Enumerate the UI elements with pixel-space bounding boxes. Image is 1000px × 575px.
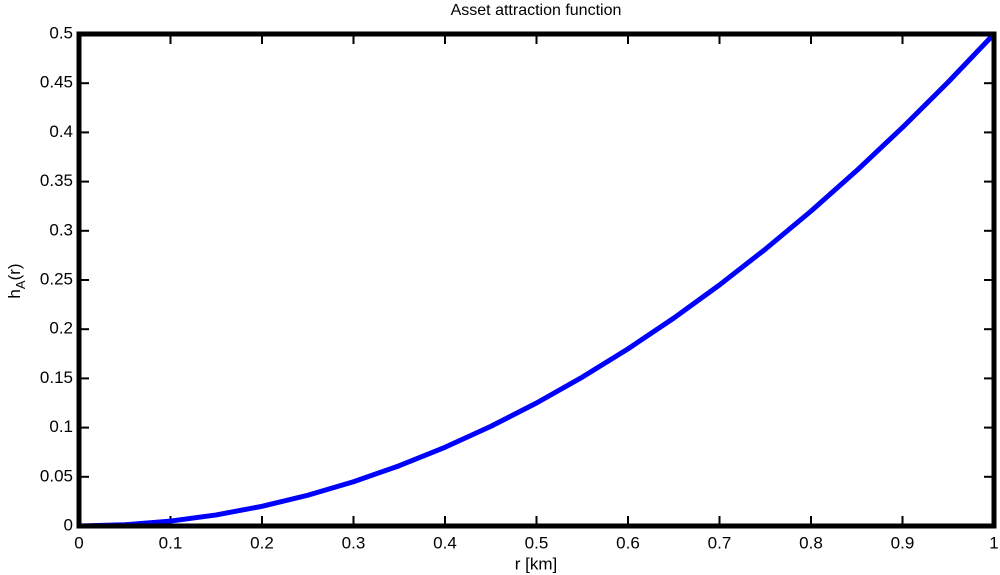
chart-title: Asset attraction function xyxy=(451,2,622,19)
y-tick-label: 0.2 xyxy=(49,319,73,338)
x-axis-label: r [km] xyxy=(515,554,558,573)
y-tick-label: 0.45 xyxy=(40,73,73,92)
x-tick-label: 0.3 xyxy=(342,533,366,552)
x-tick-label: 0 xyxy=(74,533,83,552)
y-axis-label: hA(r) xyxy=(5,263,28,298)
plot-frame xyxy=(76,31,997,529)
x-tick-label: 0.5 xyxy=(525,533,549,552)
x-tick-label: 0.4 xyxy=(433,533,457,552)
y-label-base: h xyxy=(5,289,24,298)
y-label-rest: (r) xyxy=(5,263,24,280)
data-line xyxy=(78,32,996,529)
x-tick-label: 0.1 xyxy=(159,533,183,552)
y-tick-label: 0.05 xyxy=(40,466,73,485)
y-tick-label: 0.25 xyxy=(40,269,73,288)
x-tick-label: 0.7 xyxy=(708,533,732,552)
y-tick-label: 0.35 xyxy=(40,171,73,190)
x-tick-label: 0.6 xyxy=(616,533,640,552)
y-tick-label: 0.5 xyxy=(49,23,73,42)
y-tick-label: 0.4 xyxy=(49,122,73,141)
x-tick-label: 1 xyxy=(989,533,998,552)
y-tick-label: 0 xyxy=(64,515,73,534)
x-tick-label: 0.8 xyxy=(799,533,823,552)
y-tick-label: 0.3 xyxy=(49,220,73,239)
y-tick-label: 0.15 xyxy=(40,368,73,387)
y-tick-label: 0.1 xyxy=(49,417,73,436)
y-label-sub: A xyxy=(13,280,28,289)
x-tick-label: 0.2 xyxy=(250,533,274,552)
x-tick-label: 0.9 xyxy=(891,533,915,552)
